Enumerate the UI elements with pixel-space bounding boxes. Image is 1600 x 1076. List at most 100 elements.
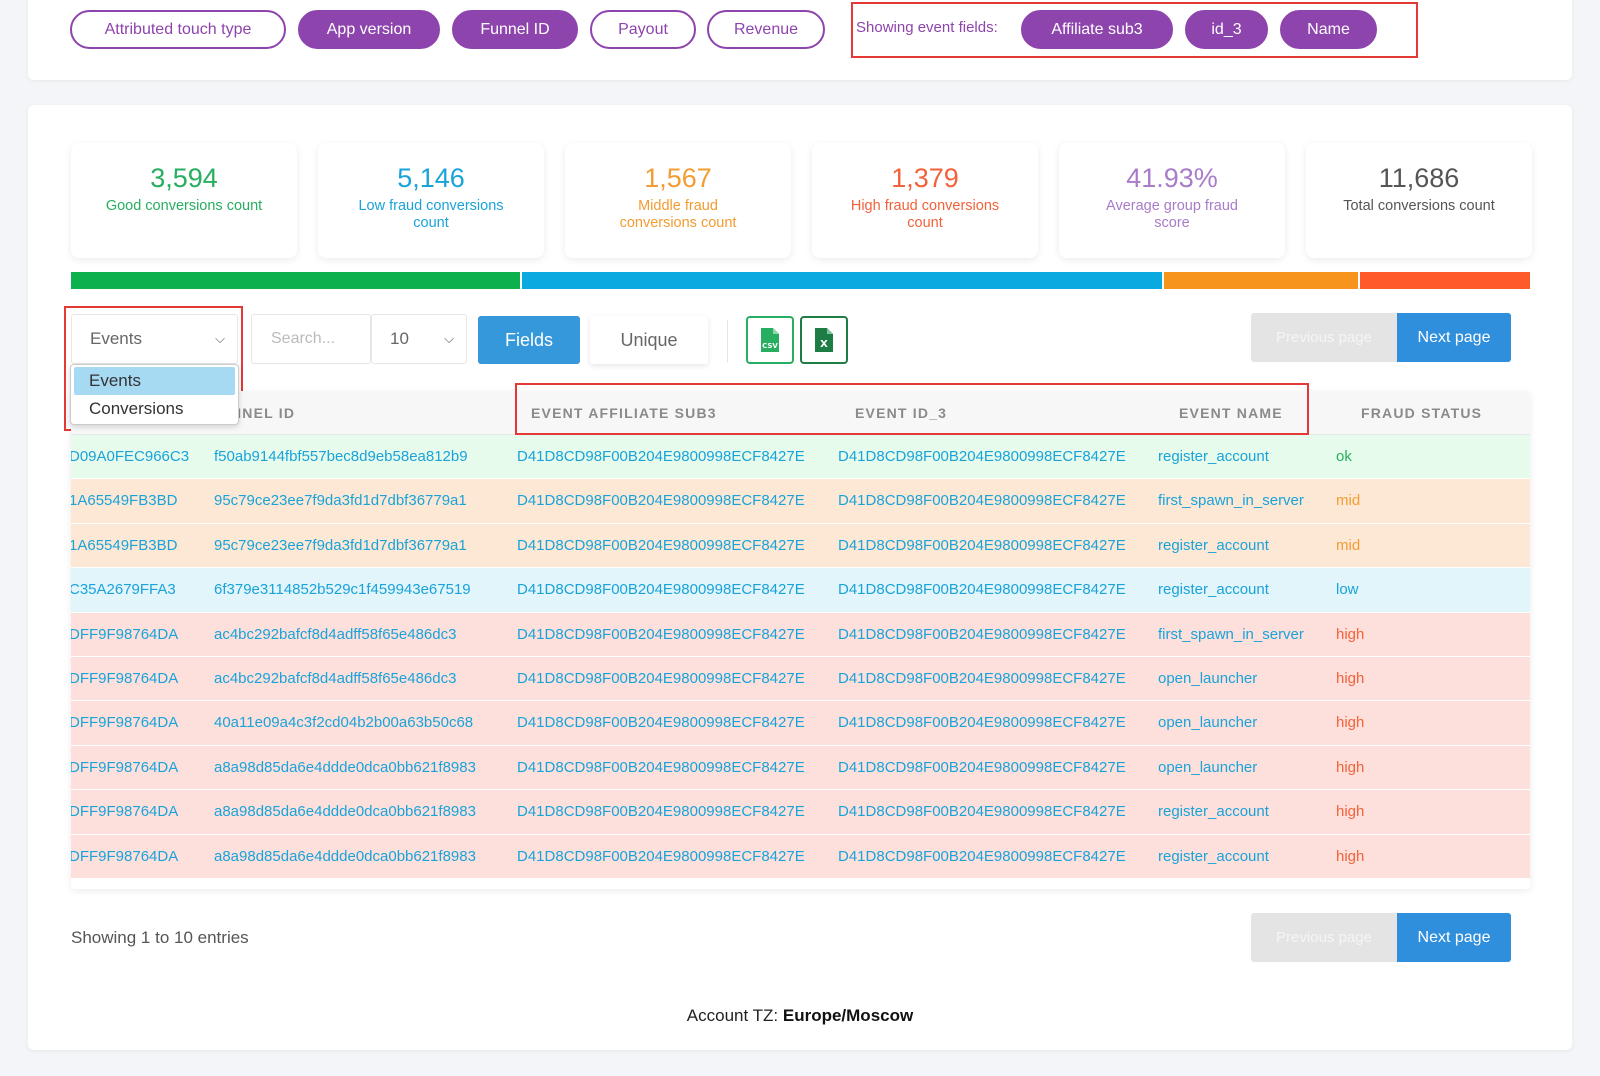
cell-event-affiliate-sub3: D41D8CD98F00B204E9800998ECF8427E [517,803,805,821]
table-row[interactable]: DFF9F98764DA 40a11e09a4c3f2cd04b2b00a63b5… [71,701,1530,746]
per-page-value: 10 [390,329,409,348]
cell-id: DFF9F98764DA [71,669,179,687]
pager-top: Previous page Next page [1251,313,1511,362]
cell-id: 1A65549FB3BD [71,492,178,510]
column-header-event-id3[interactable]: EVENT ID_3 [855,405,948,421]
cell-funnel-id: a8a98d85da6e4ddde0dca0bb621f8983 [214,847,476,865]
cell-event-name: open_launcher [1158,758,1258,776]
cell-fraud-status: mid [1336,536,1361,554]
cell-fraud-status: high [1336,625,1365,643]
cell-event-id3: D41D8CD98F00B204E9800998ECF8427E [838,803,1126,821]
export-csv-button[interactable]: CSV [746,316,794,364]
cell-fraud-status: low [1336,581,1359,599]
cell-event-name: first_spawn_in_server [1158,492,1304,510]
column-header-funnel-id[interactable]: NNEL ID [231,405,296,421]
showing-event-fields-highlight [851,2,1418,58]
toolbar-divider [727,320,728,362]
cell-event-affiliate-sub3: D41D8CD98F00B204E9800998ECF8427E [517,669,805,687]
per-page-select[interactable]: 10 ⌵ [371,314,467,364]
stat-card: 41.93% Average group fraud score [1059,143,1285,258]
next-page-button[interactable]: Next page [1397,313,1511,362]
pill-event-affiliate-sub3[interactable]: Affiliate sub3 [1021,10,1173,49]
cell-funnel-id: f50ab9144fbf557bec8d9eb58ea812b9 [214,448,468,465]
cell-event-id3: D41D8CD98F00B204E9800998ECF8427E [838,536,1126,554]
cell-funnel-id: ac4bc292bafcf8d4adff58f65e486dc3 [214,669,457,687]
svg-text:CSV: CSV [762,342,778,350]
pill-attributed-touch-type[interactable]: Attributed touch type [70,10,286,49]
dropdown-option-events[interactable]: Events [74,367,235,395]
cell-event-name: register_account [1158,803,1269,821]
cell-event-affiliate-sub3: D41D8CD98F00B204E9800998ECF8427E [517,581,805,599]
cell-event-name: register_account [1158,581,1269,599]
table-row[interactable]: DFF9F98764DA a8a98d85da6e4ddde0dca0bb621f… [71,745,1530,791]
cell-event-id3: D41D8CD98F00B204E9800998ECF8427E [838,714,1126,732]
pill-funnel-id[interactable]: Funnel ID [452,10,578,49]
column-header-fraud-status[interactable]: FRAUD STATUS [1361,405,1483,421]
stat-label: Low fraud conversions count [358,198,504,231]
cell-id: 1A65549FB3BD [71,536,178,554]
showing-event-fields-label: Showing event fields: [856,19,998,36]
table-row[interactable]: DFF9F98764DA a8a98d85da6e4ddde0dca0bb621f… [71,834,1530,879]
cell-event-id3: D41D8CD98F00B204E9800998ECF8427E [838,625,1126,643]
cell-id: DFF9F98764DA [71,847,179,865]
pill-event-id3[interactable]: id_3 [1185,10,1268,49]
pill-revenue[interactable]: Revenue [707,10,825,49]
table-row[interactable]: 1A65549FB3BD 95c79ce23ee7f9da3fd1d7dbf367… [71,479,1530,524]
stat-value: 5,146 [397,163,465,193]
distribution-segment-high [1357,272,1530,289]
excel-file-icon: X [815,328,833,352]
cell-event-affiliate-sub3: D41D8CD98F00B204E9800998ECF8427E [517,758,805,776]
previous-page-button[interactable]: Previous page [1251,913,1397,962]
timezone-value: Europe/Moscow [782,1006,914,1025]
table-row[interactable]: D09A0FEC966C3 f50ab9144fbf557bec8d9eb58ea… [71,435,1530,480]
events-table: NNEL ID EVENT AFFILIATE SUB3 EVENT ID_3 … [71,391,1530,889]
stat-card: 1,379 High fraud conversions count [812,143,1038,258]
cell-fraud-status: high [1336,669,1365,687]
stat-label: Total conversions count [1343,198,1495,214]
table-row[interactable]: DFF9F98764DA a8a98d85da6e4ddde0dca0bb621f… [71,790,1530,835]
pill-app-version[interactable]: App version [298,10,440,49]
pill-payout[interactable]: Payout [590,10,696,49]
table-row[interactable]: C35A2679FFA3 6f379e3114852b529c1f459943e6… [71,568,1530,613]
csv-file-icon: CSV [761,328,779,352]
cell-event-id3: D41D8CD98F00B204E9800998ECF8427E [838,448,1126,465]
type-select-value: Events [90,329,142,348]
cell-id: D09A0FEC966C3 [71,448,190,465]
cell-id: C35A2679FFA3 [71,581,176,599]
cell-event-name: open_launcher [1158,669,1258,687]
cell-funnel-id: 95c79ce23ee7f9da3fd1d7dbf36779a1 [214,536,467,554]
table-row[interactable]: 1A65549FB3BD 95c79ce23ee7f9da3fd1d7dbf367… [71,523,1530,569]
fields-button[interactable]: Fields [478,316,580,364]
unique-button[interactable]: Unique [590,316,708,364]
cell-event-name: first_spawn_in_server [1158,625,1304,643]
export-excel-button[interactable]: X [800,316,848,364]
cell-event-affiliate-sub3: D41D8CD98F00B204E9800998ECF8427E [517,492,805,510]
next-page-button[interactable]: Next page [1397,913,1511,962]
column-header-event-affiliate-sub3[interactable]: EVENT AFFILIATE SUB3 [531,405,717,421]
stat-label: Average group fraud score [1106,198,1238,231]
cell-event-id3: D41D8CD98F00B204E9800998ECF8427E [838,669,1126,687]
cell-funnel-id: 40a11e09a4c3f2cd04b2b00a63b50c68 [214,714,474,732]
previous-page-button[interactable]: Previous page [1251,313,1397,362]
stat-card: 11,686 Total conversions count [1306,143,1532,258]
cell-event-affiliate-sub3: D41D8CD98F00B204E9800998ECF8427E [517,448,805,465]
dropdown-option-conversions[interactable]: Conversions [89,399,184,418]
pill-event-name[interactable]: Name [1280,10,1377,49]
distribution-segment-good [71,272,520,289]
cell-funnel-id: 6f379e3114852b529c1f459943e67519 [214,581,471,599]
distribution-segment-middle [1162,272,1358,289]
cell-id: DFF9F98764DA [71,803,179,821]
table-row[interactable]: DFF9F98764DA ac4bc292bafcf8d4adff58f65e48… [71,612,1530,657]
search-input[interactable]: Search... [251,314,371,364]
cell-event-affiliate-sub3: D41D8CD98F00B204E9800998ECF8427E [517,847,805,865]
cell-id: DFF9F98764DA [71,625,179,643]
cell-event-affiliate-sub3: D41D8CD98F00B204E9800998ECF8427E [517,625,805,643]
cell-event-affiliate-sub3: D41D8CD98F00B204E9800998ECF8427E [517,714,805,732]
column-header-event-name[interactable]: EVENT NAME [1179,405,1283,421]
stat-value: 1,379 [891,163,959,193]
table-row[interactable]: DFF9F98764DA ac4bc292bafcf8d4adff58f65e48… [71,656,1530,702]
svg-text:X: X [820,339,828,350]
distribution-segment-low [519,272,1163,289]
type-select-dropdown: Events Conversions [70,364,239,425]
type-select[interactable]: Events ⌵ [71,314,238,364]
